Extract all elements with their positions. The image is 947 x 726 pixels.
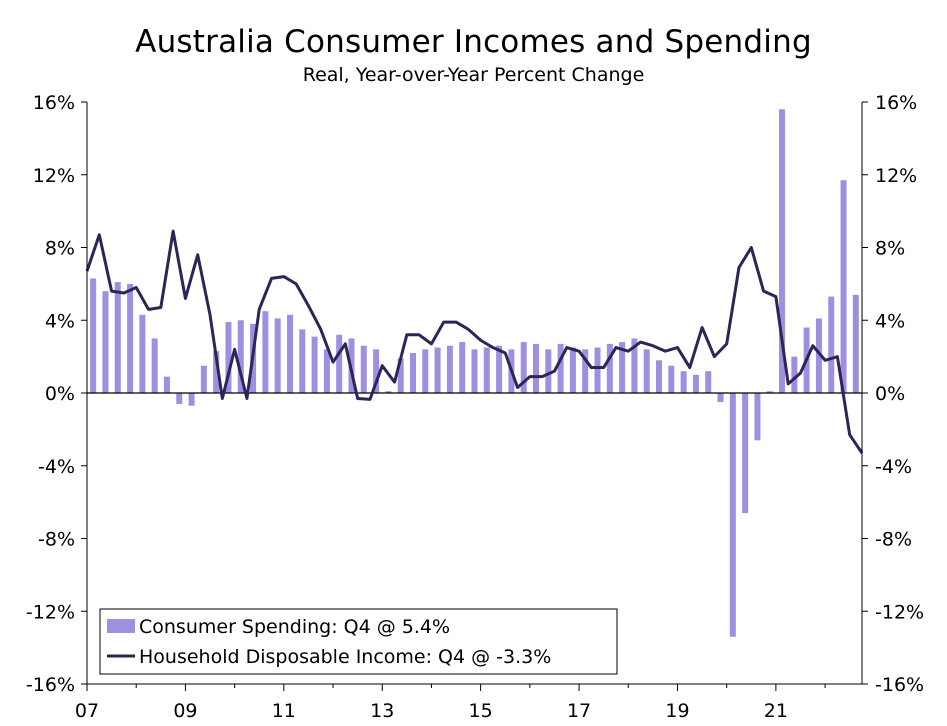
bar-spending-52 bbox=[729, 393, 736, 637]
bar-spending-5 bbox=[151, 338, 158, 393]
bar-spending-19 bbox=[323, 349, 330, 393]
y-tick-label-left: 0% bbox=[45, 383, 75, 405]
y-tick-label-left: -4% bbox=[38, 456, 75, 478]
bar-spending-60 bbox=[828, 296, 835, 393]
bar-spending-22 bbox=[360, 345, 367, 393]
bar-spending-28 bbox=[434, 347, 441, 393]
bar-spending-43 bbox=[619, 342, 626, 393]
bar-spending-35 bbox=[520, 342, 527, 393]
chart-subtitle: Real, Year-over-Year Percent Change bbox=[302, 64, 645, 86]
bar-spending-9 bbox=[200, 365, 207, 393]
y-tick-label-right: -8% bbox=[875, 529, 912, 551]
bar-spending-56 bbox=[779, 109, 786, 394]
bar-spending-26 bbox=[409, 352, 416, 393]
bar-spending-55 bbox=[766, 391, 773, 393]
bar-spending-7 bbox=[176, 393, 183, 404]
bar-spending-61 bbox=[840, 180, 847, 393]
bar-spending-23 bbox=[373, 349, 380, 393]
bar-spending-3 bbox=[127, 283, 134, 394]
y-tick-label-right: -16% bbox=[875, 674, 924, 696]
bar-spending-42 bbox=[606, 343, 613, 393]
bar-spending-62 bbox=[852, 294, 859, 393]
bar-spending-32 bbox=[483, 347, 490, 393]
y-tick-label-right: -12% bbox=[875, 601, 924, 623]
bar-spending-50 bbox=[705, 371, 712, 393]
bar-spending-18 bbox=[311, 336, 318, 393]
y-tick-label-left: -8% bbox=[38, 529, 75, 551]
x-tick-label: 19 bbox=[665, 700, 689, 722]
bar-spending-51 bbox=[717, 393, 724, 403]
bar-spending-46 bbox=[656, 360, 663, 393]
bar-spending-15 bbox=[274, 318, 281, 393]
bar-spending-39 bbox=[569, 347, 576, 393]
line-series bbox=[85, 229, 864, 454]
bar-spending-2 bbox=[114, 282, 121, 393]
bar-spending-25 bbox=[397, 358, 404, 393]
bar-spending-31 bbox=[471, 349, 478, 393]
legend-label-spending: Consumer Spending: Q4 @ 5.4% bbox=[139, 616, 450, 638]
bar-spending-20 bbox=[336, 334, 343, 393]
bar-spending-30 bbox=[459, 342, 466, 393]
y-tick-label-right: -4% bbox=[875, 456, 912, 478]
bar-spending-4 bbox=[139, 314, 146, 393]
legend: Consumer Spending: Q4 @ 5.4% Household D… bbox=[99, 608, 618, 675]
x-tick-label: 21 bbox=[764, 700, 788, 722]
bar-spending-11 bbox=[225, 322, 232, 393]
bar-spending-57 bbox=[791, 356, 798, 394]
bar-spending-37 bbox=[545, 349, 552, 393]
y-tick-label-left: 8% bbox=[45, 238, 75, 260]
bar-spending-47 bbox=[668, 365, 675, 393]
bar-spending-54 bbox=[754, 393, 761, 441]
bar-spending-44 bbox=[631, 338, 638, 393]
bar-spending-53 bbox=[742, 393, 749, 514]
y-tick-label-left: -16% bbox=[26, 674, 75, 696]
x-tick-label: 07 bbox=[75, 700, 99, 722]
y-tick-label-right: 16% bbox=[875, 92, 917, 114]
chart-title: Australia Consumer Incomes and Spending bbox=[135, 24, 812, 60]
legend-box bbox=[99, 608, 618, 675]
legend-label-income: Household Disposable Income: Q4 @ -3.3% bbox=[139, 646, 551, 668]
y-tick-label-right: 4% bbox=[875, 310, 905, 332]
bar-spending-36 bbox=[533, 343, 540, 393]
y-tick-label-left: 16% bbox=[33, 92, 75, 114]
bar-spending-10 bbox=[213, 351, 220, 393]
bar-spending-14 bbox=[262, 311, 269, 393]
bar-spending-41 bbox=[594, 347, 601, 393]
bar-spending-0 bbox=[90, 278, 97, 393]
legend-swatch-spending bbox=[107, 619, 135, 633]
bar-spending-27 bbox=[422, 349, 429, 393]
tick-group: 16% 16% 12% 12% 8% 8% 4% 4% 0% 0% -4% -4% -8% -8% -12%… bbox=[26, 92, 924, 722]
y-tick-label-right: 12% bbox=[875, 165, 917, 187]
bar-spending-48 bbox=[680, 371, 687, 393]
bar-spending-40 bbox=[582, 349, 589, 393]
bar-spending-12 bbox=[237, 320, 244, 393]
y-tick-label-right: 8% bbox=[875, 238, 905, 260]
bar-spending-17 bbox=[299, 329, 306, 393]
bar-series bbox=[90, 109, 859, 637]
bar-spending-24 bbox=[385, 391, 392, 393]
y-tick-label-left: 12% bbox=[33, 165, 75, 187]
bar-spending-8 bbox=[188, 393, 195, 406]
bar-spending-38 bbox=[557, 343, 564, 393]
y-tick-label-left: -12% bbox=[26, 601, 75, 623]
x-tick-label: 11 bbox=[272, 700, 296, 722]
x-tick-label: 13 bbox=[370, 700, 394, 722]
bar-spending-49 bbox=[692, 374, 699, 393]
bar-spending-16 bbox=[286, 314, 293, 393]
y-tick-label-left: 4% bbox=[45, 310, 75, 332]
x-tick-label: 09 bbox=[173, 700, 197, 722]
bar-spending-6 bbox=[163, 376, 170, 393]
bar-spending-29 bbox=[446, 345, 453, 393]
bar-spending-59 bbox=[815, 318, 822, 393]
y-tick-label-right: 0% bbox=[875, 383, 905, 405]
bar-spending-1 bbox=[102, 291, 109, 393]
bar-spending-33 bbox=[496, 345, 503, 393]
x-tick-label: 15 bbox=[469, 700, 493, 722]
x-tick-label: 17 bbox=[567, 700, 591, 722]
line-income bbox=[85, 229, 864, 454]
bar-spending-45 bbox=[643, 349, 650, 393]
